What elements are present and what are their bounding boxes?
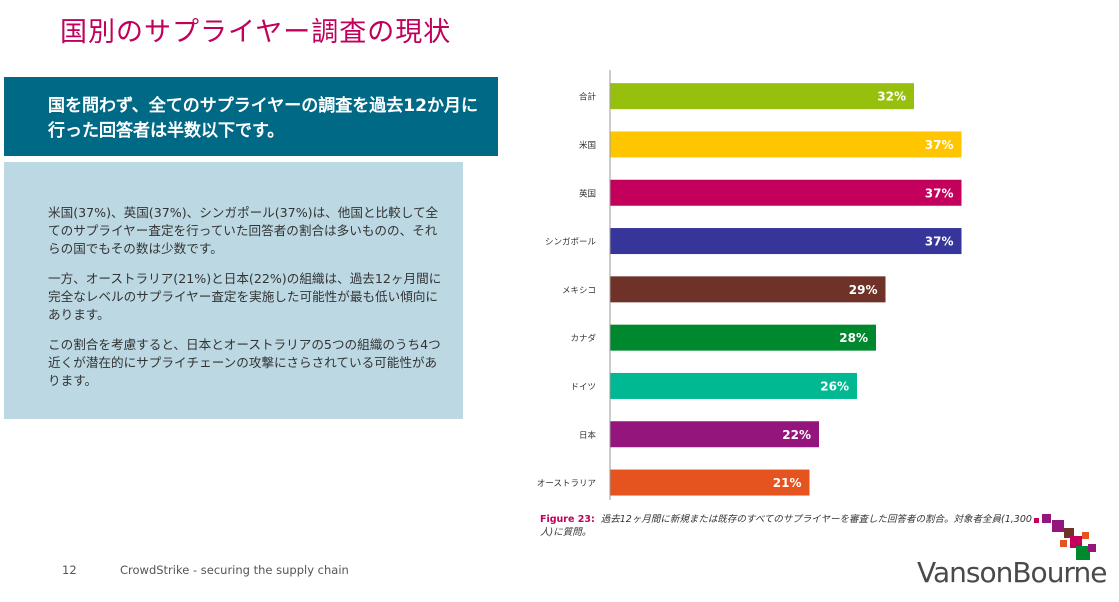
logo-square-5 (1082, 532, 1089, 539)
bar-value-label-4: 29% (849, 283, 878, 297)
logo-square-7 (1060, 540, 1067, 547)
category-label-2: 英国 (579, 188, 596, 199)
figure-caption-text: 過去12ヶ月間に新規または既存のすべてのサプライヤーを審査した回答者の割合。対象… (540, 514, 1032, 538)
body-paragraph-1: 米国(37%)、英国(37%)、シンガポール(37%)は、他国と比較して全てのサ… (48, 205, 439, 256)
bar-7 (610, 421, 819, 448)
category-label-1: 米国 (579, 140, 596, 151)
logo-square-3 (1064, 528, 1074, 538)
logo-square-8 (1088, 544, 1096, 552)
figure-caption: Figure 23: 過去12ヶ月間に新規または既存のすべてのサプライヤーを審査し… (540, 513, 1035, 539)
body-paragraph-3: この割合を考慮すると、日本とオーストラリアの5つの組織のうち4つ近くが潜在的にサ… (48, 337, 441, 388)
vansonbourne-logo-mark-icon (1034, 514, 1096, 560)
footer-text: CrowdStrike - securing the supply chain (120, 563, 349, 577)
bar-2 (610, 179, 962, 206)
bar-value-label-0: 32% (877, 90, 906, 104)
headline-banner: 国を問わず、全てのサプライヤーの調査を過去12か月に行った回答者は半数以下です。 (4, 77, 498, 156)
bar-1 (610, 131, 962, 158)
bar-4 (610, 276, 886, 303)
figure-number: Figure 23: (540, 514, 595, 525)
category-label-0: 合計 (579, 92, 597, 103)
bar-value-label-5: 28% (839, 331, 868, 345)
bar-value-label-2: 37% (925, 186, 954, 200)
bar-3 (610, 228, 962, 255)
logo-square-1 (1042, 514, 1051, 523)
bar-value-label-3: 37% (925, 235, 954, 249)
category-label-4: メキシコ (562, 286, 596, 296)
page-number: 12 (62, 563, 77, 577)
logo-square-6 (1076, 546, 1090, 560)
category-label-8: オーストラリア (537, 479, 596, 489)
bar-5 (610, 324, 876, 351)
bar-value-label-7: 22% (782, 428, 811, 442)
logo-square-2 (1052, 520, 1064, 532)
country-bar-chart: 32% 合計 37% 米国 37% 英国 37% シンガポール 29% メキシコ 28% カナダ 26%… (537, 70, 962, 500)
logo-square-0 (1034, 518, 1039, 523)
bar-value-label-8: 21% (773, 476, 802, 490)
bar-6 (610, 372, 857, 399)
body-paragraph-2: 一方、オーストラリア(21%)と日本(22%)の組織は、過去12ヶ月間に完全なレ… (48, 271, 442, 322)
bar-0 (610, 83, 914, 110)
category-label-5: カナダ (570, 333, 596, 344)
category-label-3: シンガポール (545, 237, 597, 248)
bar-value-label-1: 37% (925, 138, 954, 152)
page-title: 国別のサプライヤー調査の現状 (60, 17, 452, 48)
bar-value-label-6: 26% (820, 379, 849, 393)
body-text-box: 米国(37%)、英国(37%)、シンガポール(37%)は、他国と比較して全てのサ… (4, 162, 463, 419)
category-label-6: ドイツ (570, 382, 596, 392)
logo-square-4 (1070, 536, 1082, 548)
bar-8 (610, 469, 810, 496)
category-label-7: 日本 (579, 430, 597, 441)
vansonbourne-logo-text: VansonBourne (917, 556, 1107, 589)
